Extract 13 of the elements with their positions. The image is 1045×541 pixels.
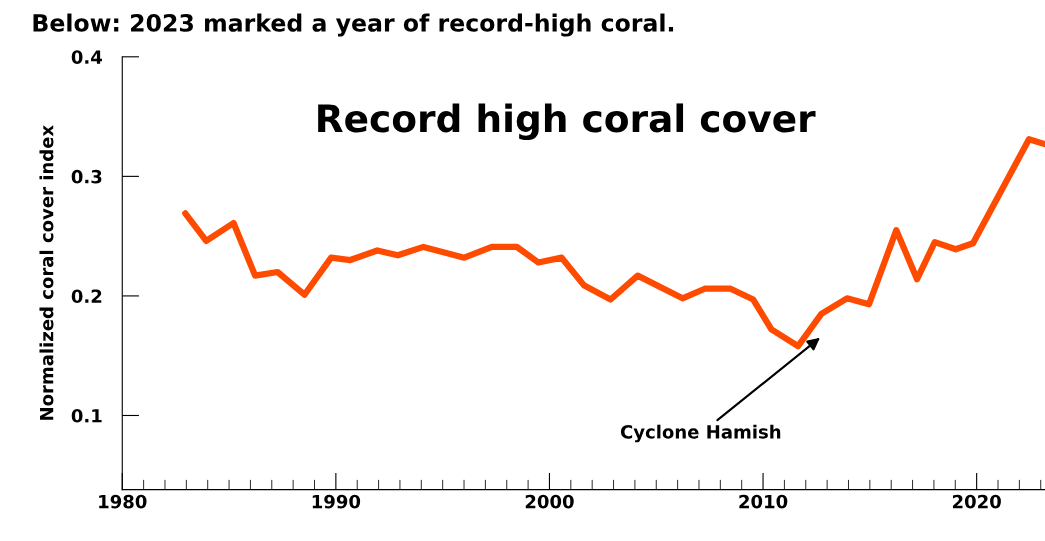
chart-title: Below: 2023 marked a year of record-high coral. — [33, 13, 674, 37]
y-tick-label: 0.2 — [71, 289, 102, 304]
annotation: Record high coral cover — [318, 103, 816, 141]
annotation: Cyclone Hamish — [620, 424, 781, 443]
y-axis-title: Normalized coral cover index — [39, 125, 54, 420]
x-tick-label: 2010 — [739, 494, 788, 509]
x-tick-label: 1980 — [99, 494, 147, 509]
y-tick-label: 0.1 — [71, 408, 102, 423]
x-tick-label: 2020 — [952, 494, 1001, 509]
x-tick-label: 1990 — [312, 494, 361, 509]
x-tick-label: 2000 — [525, 494, 574, 509]
y-tick-label: 0.3 — [71, 169, 102, 184]
y-tick-label: 0.4 — [71, 50, 102, 64]
